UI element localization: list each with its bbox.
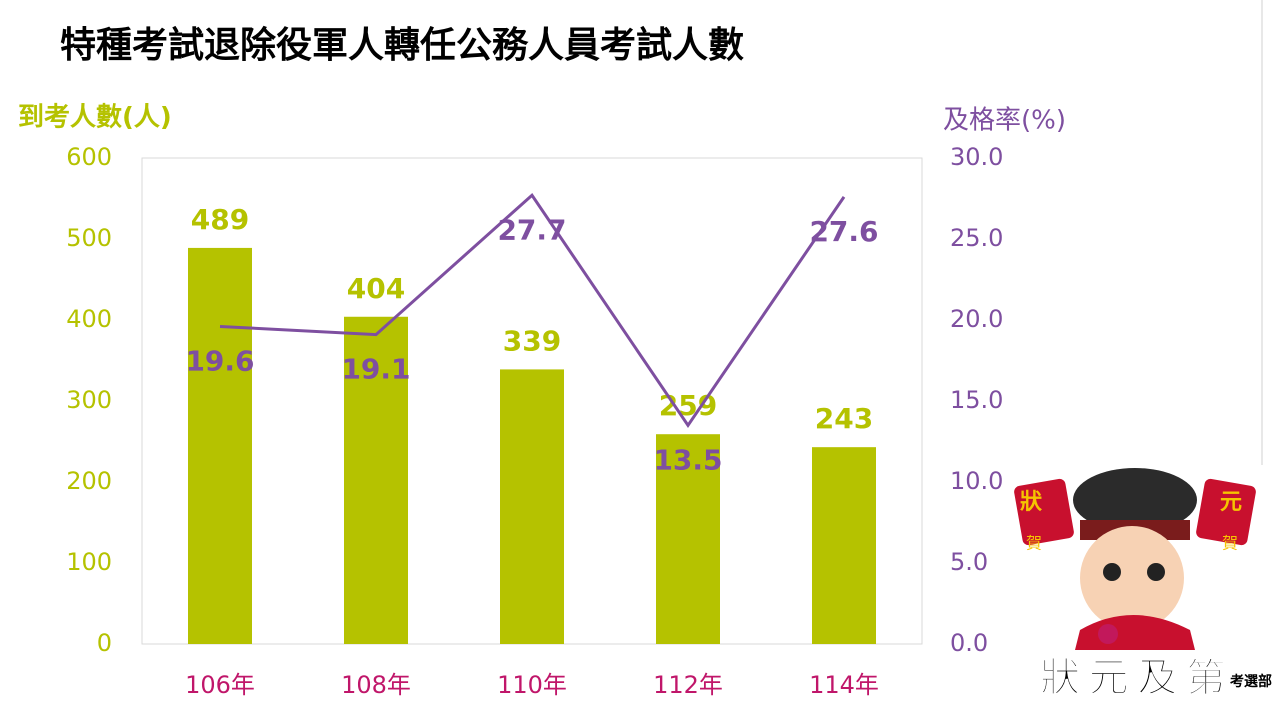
bar-value-label: 404 (347, 272, 405, 305)
logo-badge: 元 (1220, 490, 1242, 515)
y2-tick-label: 25.0 (950, 224, 1003, 252)
line-value-label: 19.1 (341, 353, 410, 386)
x-tick-label: 106年 (185, 671, 255, 699)
y-tick-label: 600 (66, 143, 112, 171)
x-tick-label: 114年 (809, 671, 879, 699)
x-tick-label: 112年 (653, 671, 723, 699)
y-tick-label: 100 (66, 548, 112, 576)
bar-value-label: 339 (503, 324, 561, 357)
line-value-label: 19.6 (185, 344, 254, 377)
y2-tick-label: 10.0 (950, 467, 1003, 495)
bar (188, 247, 252, 644)
logo-badge: 狀 (1020, 490, 1043, 515)
bar-value-label: 489 (191, 203, 249, 236)
y2-tick-label: 30.0 (950, 143, 1003, 171)
logo-text: 狀元及第 (1040, 655, 1226, 701)
y-tick-label: 300 (66, 386, 112, 414)
y2-axis-label: 及格率(%) (943, 106, 1066, 136)
y-axis-label: 到考人數(人) (18, 103, 172, 133)
y2-tick-label: 20.0 (950, 305, 1003, 333)
bar-value-label: 243 (815, 402, 873, 435)
bar (344, 316, 408, 644)
line-value-label: 13.5 (653, 443, 722, 476)
logo-subtext: 考選部 (1230, 673, 1272, 690)
y2-tick-label: 15.0 (950, 386, 1003, 414)
y-tick-label: 0 (97, 629, 112, 657)
y-tick-label: 200 (66, 467, 112, 495)
line-value-label: 27.6 (809, 215, 878, 248)
mascot (1014, 468, 1256, 650)
line-value-label: 27.7 (497, 213, 566, 246)
y-tick-label: 400 (66, 305, 112, 333)
x-tick-label: 108年 (341, 671, 411, 699)
line (219, 192, 846, 428)
x-tick-label: 110年 (497, 671, 567, 699)
y2-tick-label: 0.0 (950, 629, 988, 657)
bar (500, 369, 564, 644)
y-tick-label: 500 (66, 224, 112, 252)
logo-badge: 賀 (1222, 534, 1238, 553)
bar (812, 447, 876, 644)
y2-tick-label: 5.0 (950, 548, 988, 576)
chart-title: 特種考試退除役軍人轉任公務人員考試人數 (60, 25, 744, 66)
bar (656, 434, 720, 644)
logo-badge: 賀 (1026, 534, 1042, 553)
